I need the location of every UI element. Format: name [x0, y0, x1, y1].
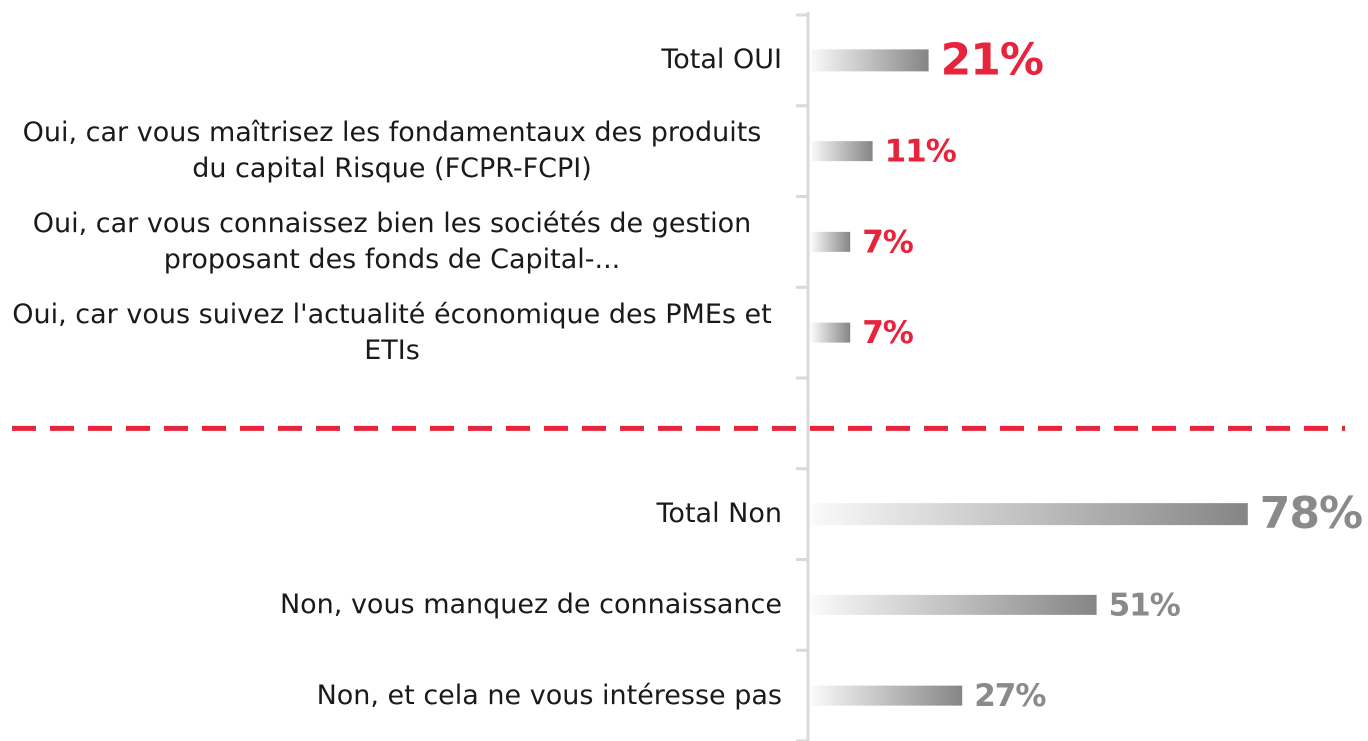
bar — [811, 49, 929, 72]
category-text: Total Non — [656, 498, 782, 530]
category-label: Total OUI — [0, 42, 782, 78]
bar — [811, 141, 873, 162]
category-label: Total Non — [0, 496, 782, 532]
category-text: Oui, car vous maîtrisez les fondamentaux… — [22, 117, 762, 185]
category-text: Total OUI — [661, 44, 782, 76]
value-label: 78% — [1260, 488, 1362, 539]
category-label: Oui, car vous suivez l'actualité économi… — [0, 297, 782, 369]
category-text: Non, et cela ne vous intéresse pas — [316, 679, 782, 711]
bar — [811, 685, 963, 706]
bar — [811, 231, 851, 252]
bar — [811, 503, 1248, 526]
category-text: Non, vous manquez de connaissance — [279, 588, 782, 620]
category-text: Oui, car vous connaissez bien les sociét… — [32, 207, 752, 275]
category-label: Oui, car vous maîtrisez les fondamentaux… — [0, 115, 782, 187]
value-label: 51% — [1109, 587, 1181, 623]
value-label: 11% — [885, 134, 957, 170]
value-label: 27% — [974, 678, 1046, 714]
category-label: Oui, car vous connaissez bien les sociét… — [0, 206, 782, 278]
bar — [811, 322, 851, 343]
category-label: Non, vous manquez de connaissance — [0, 587, 782, 623]
value-label: 7% — [862, 224, 914, 260]
category-label: Non, et cela ne vous intéresse pas — [0, 678, 782, 714]
value-label: 7% — [862, 315, 914, 351]
value-label: 21% — [941, 34, 1043, 85]
category-text: Oui, car vous suivez l'actualité économi… — [12, 298, 772, 366]
bar — [811, 594, 1097, 615]
